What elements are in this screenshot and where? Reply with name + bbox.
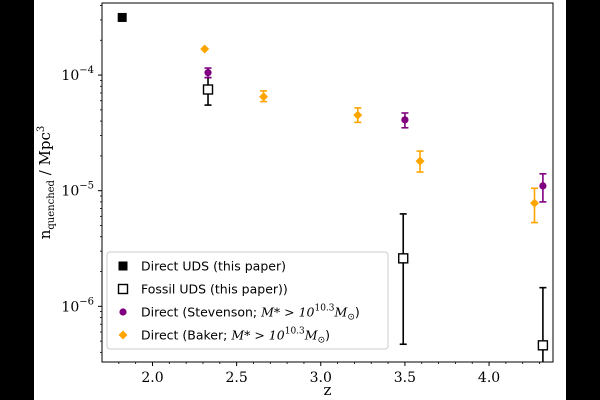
- y-tick-exponent: −6: [79, 296, 94, 307]
- axes-group: [101, 2, 554, 363]
- y-tick-label: 10−5: [61, 181, 94, 200]
- data-group: [117, 12, 549, 362]
- data-point-diamond: [259, 92, 269, 102]
- legend-label-math: M* > 10: [260, 305, 314, 320]
- y-tick-exponent: −5: [79, 181, 94, 192]
- data-point-diamond: [118, 330, 128, 340]
- legend-label: Fossil UDS (this paper)): [141, 282, 288, 297]
- legend-label-sup: 10.3: [314, 304, 334, 314]
- x-ticks-group: 2.0 2.5 3.0 3.5 4.0: [118, 362, 540, 386]
- y-axis-label: nquenched / Mpc3: [36, 126, 57, 240]
- series-3: [200, 44, 539, 224]
- legend-label-sub: ⊙: [347, 313, 355, 323]
- x-tick-label: 2.0: [141, 370, 163, 386]
- data-point-circle: [204, 69, 212, 77]
- x-tick-label: 4.0: [478, 370, 500, 386]
- y-axis-label-sub: quenched: [46, 179, 57, 229]
- data-point-square-open: [117, 283, 129, 295]
- x-axis-label: z: [324, 381, 332, 399]
- data-point-square-open: [398, 253, 409, 264]
- plot-card: 2.0 2.5 3.0 3.5 4.0 10−6 10−5 10−4 Direct UDS …: [34, 0, 566, 400]
- y-axis-label-main: n: [36, 229, 54, 239]
- legend-label: Direct (Baker; M* > 1010.3M⊙): [141, 327, 330, 346]
- y-ticks-group: 10−610−510−4: [61, 5, 102, 353]
- scatter-chart: 2.0 2.5 3.0 3.5 4.0 10−610−510−4 Direct UDS …: [36, 2, 554, 399]
- legend-label-mathend: M: [304, 328, 319, 343]
- legend-label-text: Direct UDS (this paper): [141, 259, 286, 274]
- y-tick-base: 10: [61, 299, 79, 315]
- data-point-square-filled: [118, 261, 128, 271]
- legend-label-mathend: M: [334, 305, 349, 320]
- y-tick-exponent: −4: [79, 65, 94, 76]
- data-point-circle: [401, 116, 409, 124]
- data-point-diamond: [415, 156, 425, 166]
- x-tick-label: 2.5: [225, 370, 247, 386]
- legend-box: [106, 251, 389, 350]
- legend-entry: Fossil UDS (this paper)): [117, 282, 288, 297]
- data-point-diamond: [353, 110, 363, 120]
- y-axis-label-rest: / Mpc: [36, 132, 54, 180]
- data-point-square-open: [537, 340, 549, 351]
- legend-label-text: Fossil UDS (this paper)): [141, 282, 288, 297]
- data-point-diamond: [200, 44, 210, 54]
- series-1: [202, 76, 549, 362]
- legend-label-text: Direct (Baker;: [141, 328, 231, 343]
- data-point-diamond: [529, 198, 539, 208]
- legend-label-text: Direct (Stevenson;: [141, 305, 261, 320]
- legend-label-post: ): [355, 305, 360, 320]
- y-tick-base: 10: [61, 68, 79, 84]
- data-point-circle: [119, 308, 127, 316]
- legend-label: Direct (Stevenson; M* > 1010.3M⊙): [141, 304, 360, 323]
- legend-label-sub: ⊙: [318, 336, 326, 346]
- series-0: [117, 12, 127, 22]
- data-point-circle: [539, 182, 547, 190]
- legend-label-post: ): [325, 328, 330, 343]
- x-tick-label: 3.0: [310, 370, 332, 386]
- legend-label-math: M* > 10: [230, 328, 284, 343]
- y-axis-label-sup: 3: [36, 126, 47, 132]
- data-point-square-filled: [117, 12, 127, 22]
- data-point-square-open: [202, 84, 214, 95]
- legend-group: Direct UDS (this paper) Fossil UDS (this …: [106, 251, 389, 350]
- legend-entry: Direct (Baker; M* > 1010.3M⊙): [118, 327, 330, 346]
- y-tick-label: 10−4: [61, 65, 94, 84]
- legend-entry: Direct UDS (this paper): [118, 259, 286, 274]
- axes-frame: [101, 2, 554, 363]
- x-tick-label: 3.5: [394, 370, 416, 386]
- y-tick-base: 10: [61, 184, 79, 200]
- legend-entry: Direct (Stevenson; M* > 1010.3M⊙): [119, 304, 360, 323]
- legend-label: Direct UDS (this paper): [141, 259, 286, 274]
- y-tick-label: 10−6: [61, 296, 94, 315]
- legend-label-sup: 10.3: [285, 327, 305, 337]
- series-2: [204, 67, 547, 203]
